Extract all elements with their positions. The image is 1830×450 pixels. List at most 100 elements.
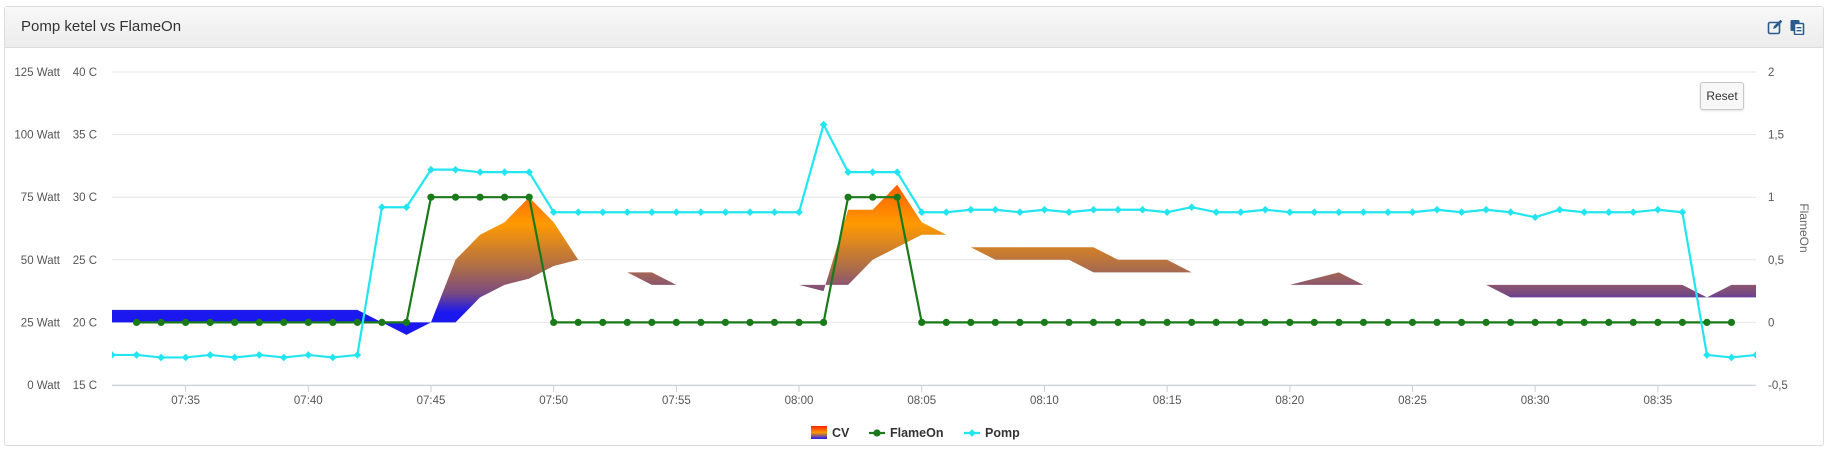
x-tick-label: 07:35 (171, 395, 200, 407)
x-tick-label: 07:40 (294, 395, 323, 407)
flameon-data-point (746, 318, 754, 326)
flameon-data-point (525, 193, 533, 201)
flameon-data-point (1163, 318, 1171, 326)
flameon-data-point (918, 318, 926, 326)
flameon-data-point (1212, 318, 1220, 326)
x-tick-label: 08:35 (1643, 395, 1672, 407)
y-tick-temp: 20 C (73, 317, 97, 329)
flameon-data-point (1016, 318, 1024, 326)
flameon-series-line (136, 196, 1732, 324)
flameon-data-point (304, 318, 312, 326)
flameon-data-point (378, 318, 386, 326)
x-tick-label: 07:55 (662, 395, 691, 407)
flameon-data-point (1556, 318, 1564, 326)
pomp-data-point (672, 208, 681, 217)
flameon-data-point (1359, 318, 1368, 326)
flameon-data-point (132, 318, 141, 326)
pomp-data-point (279, 353, 288, 362)
pomp-data-point (500, 168, 509, 176)
flameon-data-point (280, 318, 288, 326)
pomp-data-point (525, 168, 533, 176)
flameon-data-point (1408, 318, 1417, 326)
pomp-legend-marker (968, 429, 976, 437)
pomp-data-point (1678, 208, 1687, 217)
flameon-data-point (1457, 318, 1466, 326)
cv-range-area (112, 184, 1756, 335)
pomp-data-point (157, 353, 165, 362)
y-tick-flameon: 1 (1768, 192, 1774, 204)
reset-zoom-button[interactable]: Reset (1700, 82, 1744, 110)
y-tick-temp: 15 C (73, 380, 97, 392)
pomp-data-point (1580, 208, 1589, 217)
flameon-data-point (157, 318, 165, 326)
pomp-data-point (1261, 205, 1270, 214)
flameon-data-point (991, 318, 999, 326)
pomp-data-point (427, 165, 435, 174)
flameon-data-point (648, 318, 656, 326)
x-tick-label: 08:20 (1275, 395, 1304, 407)
flameon-data-point (500, 193, 509, 201)
y-tick-flameon: 1,5 (1768, 130, 1784, 142)
pomp-data-point (893, 168, 901, 176)
flameon-data-point (1188, 318, 1196, 326)
y-tick-flameon: 2 (1768, 67, 1774, 79)
pomp-data-point (1629, 208, 1638, 217)
y-tick-temp: 25 C (73, 255, 97, 267)
flameon-data-point (574, 318, 582, 326)
x-tick-label: 08:30 (1521, 395, 1550, 407)
pomp-data-point (1040, 205, 1049, 214)
y-tick-flameon: 0 (1768, 317, 1774, 329)
flameon-data-point (869, 193, 877, 201)
flameon-data-point (231, 318, 239, 326)
flameon-data-point (795, 318, 803, 326)
x-tick-label: 07:45 (417, 395, 446, 407)
flameon-data-point (721, 318, 730, 326)
pomp-data-point (1703, 351, 1711, 359)
x-tick-label: 07:50 (539, 395, 568, 407)
legend-item-cv[interactable]: CV (811, 426, 850, 440)
flameon-data-point (1507, 318, 1515, 326)
pomp-data-point (451, 165, 460, 174)
pomp-data-point (598, 208, 607, 217)
y-tick-flameon: 0,5 (1768, 255, 1784, 267)
y-tick-temp: 30 C (73, 192, 97, 204)
x-tick-label: 08:15 (1153, 395, 1182, 407)
flameon-data-point (451, 193, 460, 201)
flameon-data-point (1531, 318, 1539, 326)
pomp-data-point (819, 120, 828, 129)
y-tick-watt: 25 Watt (21, 317, 61, 329)
flameon-data-point (206, 318, 214, 326)
pomp-data-point (1212, 208, 1220, 217)
y-tick-watt: 50 Watt (21, 255, 61, 267)
pomp-data-point (1285, 208, 1294, 217)
pomp-data-point (206, 351, 214, 359)
legend-label-pomp: Pomp (985, 426, 1020, 440)
flameon-data-point (599, 318, 607, 326)
flameon-data-point (623, 318, 631, 326)
flameon-data-point (942, 318, 950, 326)
flameon-data-point (1335, 318, 1343, 326)
edit-icon[interactable] (1767, 19, 1783, 35)
pomp-data-point (795, 208, 803, 217)
legend-item-flameon[interactable]: FlameOn (869, 426, 944, 440)
pomp-data-point (721, 208, 730, 217)
pomp-data-point (112, 351, 116, 359)
y-tick-watt: 75 Watt (21, 192, 61, 204)
flameon-data-point (1065, 318, 1073, 326)
pomp-data-point (967, 205, 975, 214)
pomp-data-point (1187, 203, 1196, 212)
legend-item-pomp[interactable]: Pomp (964, 426, 1020, 440)
flameon-data-point (329, 318, 337, 326)
flameon-data-point (893, 193, 901, 201)
flameon-data-point (353, 318, 361, 326)
flameon-data-point (819, 318, 828, 326)
copy-icon[interactable] (1789, 19, 1805, 35)
pomp-data-point (1457, 208, 1466, 217)
flameon-data-point (1629, 318, 1637, 326)
pomp-data-point (844, 168, 852, 176)
x-tick-label: 08:10 (1030, 395, 1059, 407)
pomp-data-point (549, 208, 558, 217)
y-tick-temp: 40 C (73, 67, 97, 79)
flameon-data-point (770, 318, 779, 326)
